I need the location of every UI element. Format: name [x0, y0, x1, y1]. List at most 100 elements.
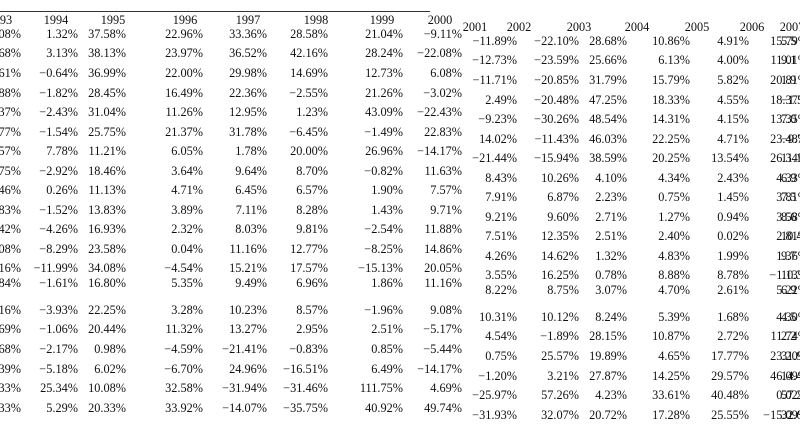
table-cell: 0.75% — [485, 349, 517, 363]
table-row: 42% −4.26% 16.93% 2.32% 8.03% 9.81% −2.54% 11.8… — [0, 0, 800, 243]
table-cell: 8.22% — [485, 283, 517, 297]
column-header: 2002 — [506, 20, 532, 34]
table-cell: 2.2 — [781, 329, 797, 343]
table-cell: 29.98% — [229, 66, 267, 80]
table-cell: 17.57% — [290, 261, 328, 275]
table-row: 46% 0.26% 11.13% 4.71% 6.45% 6.57% 1.90% 7.57% 7… — [0, 0, 800, 204]
table-cell: 17.77% — [711, 349, 749, 363]
table-cell: 6.02% — [94, 362, 126, 376]
table-cell: 4.23% — [595, 388, 627, 402]
table-row: 75% −2.92% 18.46% 3.64% 9.64% 8.70% −0.82% 11.6… — [0, 0, 800, 185]
column-header: 2001 — [462, 20, 488, 34]
table-cell: −20.85% — [534, 73, 579, 87]
header-row: 93 1994 1995 1996 1997 1998 1999 2000 2001 2002 20… — [0, 0, 800, 34]
table-cell: −8.25% — [364, 242, 403, 256]
table-cell: −4.59% — [164, 342, 203, 356]
table-cell: −0.83% — [289, 342, 328, 356]
table-cell: 1.86% — [371, 276, 403, 290]
table-cell: 2.81% — [776, 229, 800, 243]
table-cell: 8.75% — [547, 283, 579, 297]
table-cell: 11.16% — [229, 242, 267, 256]
table-cell: 31.9 — [781, 349, 800, 363]
table-cell: 12.77% — [290, 242, 328, 256]
table-cell: 2.51% — [595, 229, 627, 243]
table-cell: 29.57% — [711, 369, 749, 383]
table-cell: 7.5 — [781, 190, 797, 204]
table-cell: 13.54% — [711, 151, 749, 165]
table-cell: 10.3 — [781, 268, 800, 282]
table-cell: 42.16% — [290, 46, 328, 60]
table-cell: 0.02% — [717, 229, 749, 243]
table-cell: −0.64% — [39, 66, 78, 80]
table-cell: −6.70% — [164, 362, 203, 376]
table-cell: −1.82% — [39, 86, 78, 100]
table-cell: −12.73% — [472, 53, 517, 67]
table-cell: 4.65% — [658, 349, 690, 363]
table-cell: 15.79% — [652, 73, 690, 87]
table-cell: 13.35% — [770, 112, 800, 126]
table-cell: 9.21% — [485, 210, 517, 224]
table-cell: 31.78% — [229, 125, 267, 139]
table-cell: 7.51% — [485, 229, 517, 243]
table-cell: 1.45% — [717, 190, 749, 204]
table-cell: 9.1 — [781, 53, 797, 67]
table-cell: 2.23% — [595, 190, 627, 204]
table-cell: 18.46% — [88, 164, 126, 178]
table-cell: 16% — [0, 261, 21, 275]
table-cell: −5.44% — [423, 342, 462, 356]
table-cell: −23.59% — [534, 53, 579, 67]
table-cell: 24.96% — [229, 362, 267, 376]
table-cell: 8.43% — [485, 171, 517, 185]
table-cell: 33% — [0, 401, 21, 415]
table-cell: 0.94% — [717, 210, 749, 224]
table-cell: −16.51% — [283, 362, 328, 376]
table-cell: 28.45% — [88, 86, 126, 100]
table-cell: −1.5 — [781, 93, 800, 107]
table-cell: 22.83% — [424, 125, 462, 139]
table-cell: 17.28% — [652, 408, 690, 422]
table-cell: 2.43% — [717, 171, 749, 185]
table-cell: 14.62% — [541, 249, 579, 263]
table-cell: 4.69% — [430, 381, 462, 395]
table-cell: 33.92% — [165, 401, 203, 415]
table-cell: 1.90% — [371, 183, 403, 197]
table-cell: 12.73% — [365, 66, 403, 80]
table-cell: 25.57% — [541, 349, 579, 363]
table-cell: 11.1 — [781, 151, 800, 165]
table-cell: 22.36% — [229, 86, 267, 100]
table-cell: 23.48% — [770, 132, 800, 146]
table-cell: 11.01% — [770, 53, 800, 67]
table-cell: 5.39% — [658, 310, 690, 324]
table-cell: 1.23% — [296, 105, 328, 119]
table-cell: 23.97% — [165, 46, 203, 60]
table-cell: 1.78% — [235, 144, 267, 158]
table-cell: 8.78% — [717, 268, 749, 282]
table-cell: 33.61% — [652, 388, 690, 402]
table-cell: −35.75% — [283, 401, 328, 415]
table-cell: 3.28% — [171, 303, 203, 317]
table-cell: 11.74% — [770, 329, 800, 343]
table-cell: 34.08% — [88, 261, 126, 275]
table-cell: 6.13% — [658, 53, 690, 67]
table-cell: 22.25% — [652, 132, 690, 146]
table-cell: 2.95% — [296, 322, 328, 336]
table-cell: 0.85% — [371, 342, 403, 356]
table-cell: 5.82% — [717, 73, 749, 87]
table-cell: 3.55% — [485, 268, 517, 282]
table-cell: 6.45% — [235, 183, 267, 197]
table-cell: −4.54% — [164, 261, 203, 275]
table-cell: −21.44% — [472, 151, 517, 165]
table-cell: −14.17% — [417, 144, 462, 158]
table-cell: −1.06% — [39, 322, 78, 336]
table-cell: 25.55% — [711, 408, 749, 422]
table-cell: 11.13% — [88, 183, 126, 197]
table-cell: 1.27% — [658, 210, 690, 224]
table-cell: 13.27% — [229, 322, 267, 336]
table-cell: 5.35% — [171, 276, 203, 290]
table-cell: 1.43% — [371, 203, 403, 217]
table-cell: 61% — [0, 66, 21, 80]
table-cell: −15.13% — [358, 261, 403, 275]
table-cell: −4.26% — [39, 222, 78, 236]
table-cell: 32.58% — [165, 381, 203, 395]
table-cell: 6.9 — [781, 171, 797, 185]
